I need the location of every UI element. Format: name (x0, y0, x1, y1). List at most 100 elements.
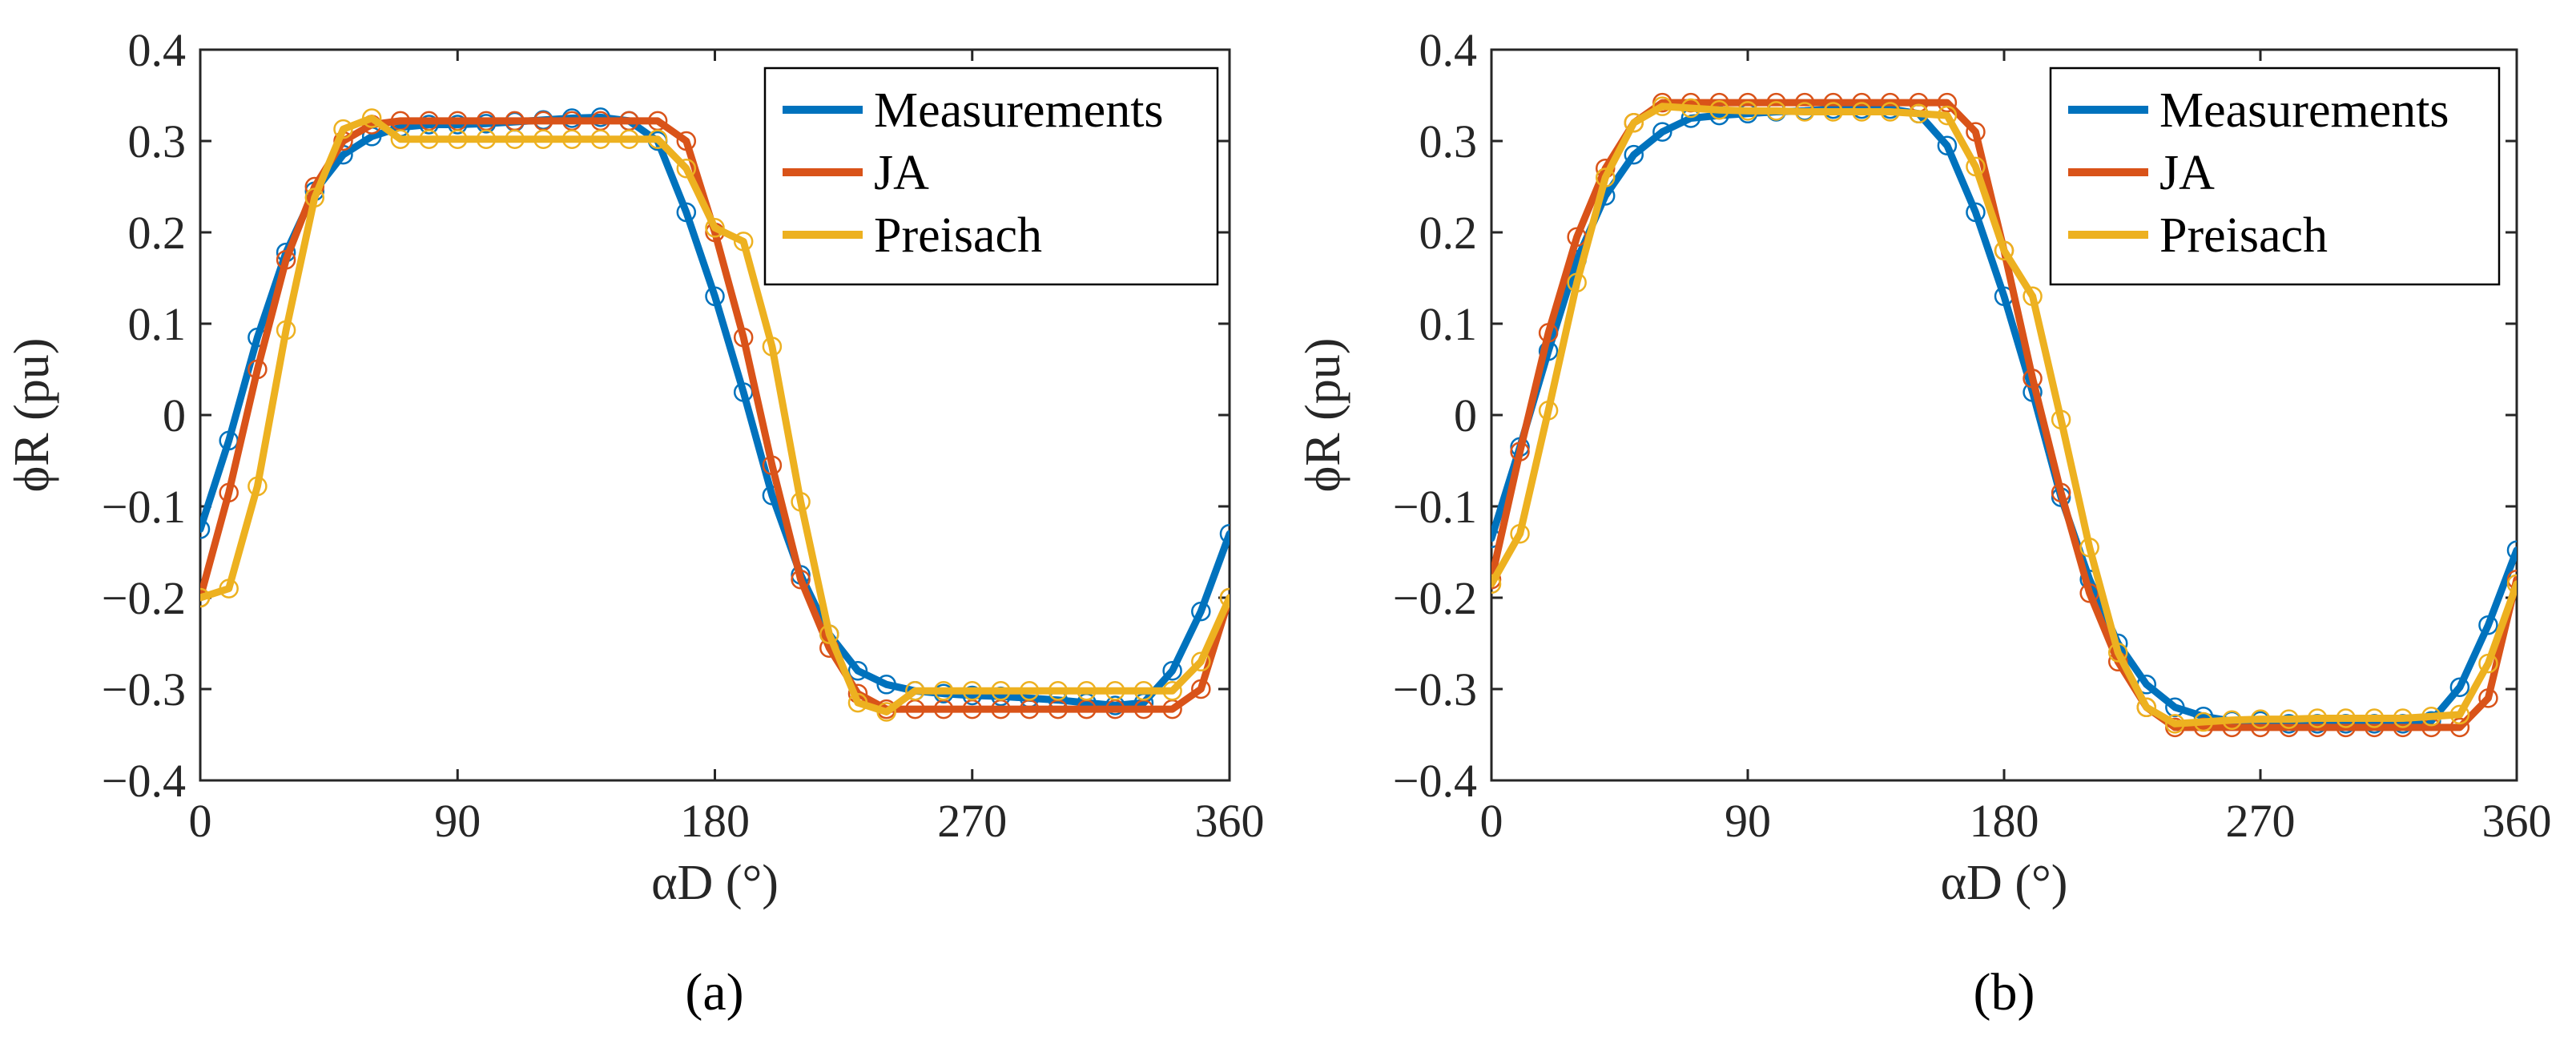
y-tick-label: −0.3 (102, 663, 186, 715)
data-point-preisach (2421, 706, 2441, 727)
data-point-preisach (1048, 681, 1069, 701)
data-point-measurements (1937, 135, 1958, 155)
data-point-ja (1538, 323, 1559, 343)
data-point-preisach (2136, 697, 2157, 718)
y-tick-label: 0.4 (128, 24, 187, 76)
data-point-preisach (2364, 708, 2385, 728)
data-point-measurements (200, 519, 211, 539)
data-point-preisach (1823, 102, 1843, 122)
data-point-preisach (1077, 681, 1097, 701)
y-axis-title: ϕR (pu) (5, 338, 59, 493)
data-point-preisach (1019, 681, 1040, 701)
data-point-preisach (533, 129, 553, 149)
data-point-preisach (333, 119, 353, 139)
data-point-preisach (705, 218, 725, 238)
panel-caption: (b) (1974, 963, 2035, 1022)
data-point-preisach (276, 320, 296, 341)
data-point-preisach (2250, 709, 2271, 729)
y-tick-label: −0.2 (102, 572, 186, 624)
data-point-preisach (390, 129, 411, 149)
y-tick-label: 0.3 (1419, 115, 1478, 167)
data-point-preisach (1491, 574, 1502, 595)
data-point-preisach (2023, 286, 2043, 307)
data-point-preisach (219, 578, 239, 599)
x-tick-label: 360 (1195, 795, 1265, 847)
data-point-ja (676, 131, 697, 151)
legend-label-preisach: Preisach (2159, 208, 2328, 263)
data-point-preisach (1709, 99, 1729, 120)
data-point-measurements (876, 675, 896, 695)
data-point-preisach (933, 681, 954, 701)
y-tick-label: −0.1 (102, 481, 186, 533)
data-point-preisach (1538, 401, 1559, 421)
data-point-preisach (248, 476, 268, 497)
x-tick-label: 90 (434, 795, 481, 847)
data-point-ja (248, 359, 268, 380)
y-tick-label: −0.3 (1393, 663, 1477, 715)
y-tick-label: −0.4 (102, 755, 186, 807)
data-point-preisach (2079, 538, 2099, 558)
x-tick-label: 0 (1480, 795, 1503, 847)
data-point-preisach (2393, 708, 2413, 728)
data-point-ja (2051, 482, 2071, 503)
y-tick-label: 0.1 (1419, 298, 1478, 350)
data-point-ja (1191, 679, 1211, 699)
data-point-ja (733, 327, 754, 348)
legend-label-measurements: Measurements (2159, 83, 2449, 138)
data-point-preisach (590, 129, 610, 149)
data-point-preisach (1133, 681, 1154, 701)
data-point-preisach (619, 129, 639, 149)
data-point-preisach (847, 692, 868, 713)
data-point-preisach (448, 129, 468, 149)
data-point-preisach (647, 129, 668, 149)
data-point-preisach (1191, 651, 1211, 672)
y-tick-label: −0.2 (1393, 572, 1477, 624)
data-point-measurements (1219, 523, 1230, 544)
data-point-preisach (733, 232, 754, 252)
data-point-measurements (2478, 615, 2498, 635)
data-point-measurements (1191, 601, 1211, 622)
data-point-preisach (2506, 574, 2517, 595)
y-tick-label: 0 (163, 389, 186, 441)
data-point-ja (2449, 717, 2470, 738)
x-tick-label: 270 (937, 795, 1007, 847)
data-point-preisach (361, 108, 382, 128)
data-point-ja (1937, 92, 1958, 113)
chart-panel-a: 0.40.30.20.10−0.1−0.2−0.3−0.40 90 180 270 36… (5, 24, 1265, 1022)
legend-label-measurements: Measurements (874, 83, 1164, 138)
data-point-preisach (791, 492, 811, 512)
y-tick-label: 0.2 (128, 207, 187, 259)
data-point-preisach (1595, 167, 1616, 187)
data-point-preisach (1794, 102, 1815, 122)
data-point-ja (1491, 569, 1502, 590)
data-point-preisach (304, 187, 325, 208)
data-point-ja (2478, 688, 2498, 708)
y-tick-label: 0.1 (128, 298, 187, 350)
data-point-preisach (876, 702, 896, 722)
data-point-measurements (676, 202, 697, 223)
data-point-ja (2023, 369, 2043, 389)
data-point-measurements (1624, 144, 1644, 165)
y-axis-title: ϕR (pu) (1296, 338, 1350, 493)
data-point-preisach (2165, 714, 2185, 734)
legend-label-preisach: Preisach (874, 208, 1042, 263)
y-tick-label: −0.1 (1393, 481, 1477, 533)
data-point-ja (219, 482, 239, 503)
series-preisach (1491, 96, 2517, 734)
data-point-preisach (1909, 103, 1929, 124)
data-point-preisach (1766, 101, 1786, 121)
data-point-preisach (505, 129, 525, 149)
y-tick-label: 0.3 (128, 115, 187, 167)
data-point-preisach (2279, 709, 2299, 729)
data-point-preisach (1162, 681, 1182, 701)
data-point-measurements (1652, 122, 1672, 142)
data-point-preisach (2449, 704, 2470, 725)
data-point-preisach (676, 158, 697, 179)
data-point-preisach (1994, 240, 2015, 261)
y-tick-label: 0.2 (1419, 207, 1478, 259)
data-point-preisach (1105, 681, 1125, 701)
data-point-preisach (2336, 708, 2356, 728)
data-point-measurements (1162, 660, 1182, 681)
data-point-preisach (1219, 587, 1230, 608)
